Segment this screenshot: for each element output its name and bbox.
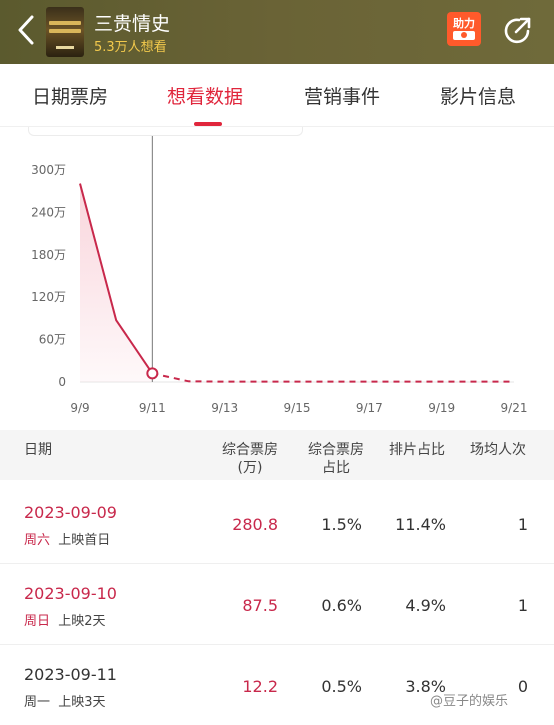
actual-area	[80, 183, 153, 382]
row-schedule: 4.9%	[405, 596, 446, 615]
y-tick-label: 300万	[31, 163, 66, 177]
watermark: @豆子的娱乐	[430, 694, 509, 709]
chevron-left-icon	[18, 15, 34, 45]
actual-series-line	[79, 183, 154, 374]
row-share: 1.5%	[321, 515, 362, 534]
selected-point-marker	[146, 367, 159, 380]
row-avg: 1	[517, 596, 528, 615]
y-tick-label: 60万	[39, 333, 66, 347]
movie-title: 三贵情史	[94, 13, 171, 35]
table-row[interactable]: 2023-09-09 周六 上映首日 280.8 1.5% 11.4% 1	[0, 483, 554, 564]
x-tick-label: 9/9	[70, 401, 89, 415]
x-tick-label: 9/17	[356, 401, 383, 415]
header-box-office: 综合票房 (万)	[222, 442, 278, 476]
y-tick-label: 0	[58, 375, 66, 389]
trend-chart[interactable]: 300万 240万 180万 120万 60万 0 9/9 9/11 9/13 9/15 9/17 9…	[0, 128, 554, 428]
y-tick-label: 240万	[31, 205, 66, 219]
tab-daily-box-office[interactable]: 日期票房	[32, 86, 109, 108]
back-button[interactable]	[14, 14, 40, 46]
row-box-office: 87.5	[242, 596, 278, 615]
row-date: 2023-09-09	[24, 503, 117, 522]
tab-marketing-events[interactable]: 营销事件	[304, 86, 381, 108]
row-box-office: 280.8	[232, 515, 278, 534]
y-tick-label: 120万	[31, 290, 66, 304]
table-row[interactable]: 2023-09-10 周日 上映2天 87.5 0.6% 4.9% 1	[0, 564, 554, 645]
x-tick-label: 9/19	[428, 401, 455, 415]
row-avg: 0	[517, 677, 528, 696]
header-schedule-share: 排片占比	[389, 442, 445, 458]
row-subtitle: 周一 上映3天	[24, 695, 106, 710]
x-tick-label: 9/21	[501, 401, 528, 415]
row-subtitle: 周日 上映2天	[24, 614, 106, 629]
header-box-office-share: 综合票房 占比	[308, 442, 364, 476]
x-tick-label: 9/13	[211, 401, 238, 415]
tooltip-card-edge	[28, 127, 303, 136]
boost-button-label: 助力	[453, 17, 475, 30]
share-button[interactable]	[502, 14, 534, 46]
row-schedule: 3.8%	[405, 677, 446, 696]
row-share: 0.5%	[321, 677, 362, 696]
tab-want-to-see-data[interactable]: 想看数据	[167, 86, 244, 108]
row-box-office: 12.2	[242, 677, 278, 696]
tab-bar: 日期票房 想看数据 营销事件 影片信息	[0, 64, 554, 127]
row-date: 2023-09-10	[24, 584, 117, 603]
header-avg-attendance: 场均人次	[470, 442, 526, 458]
header-bar: 三贵情史 5.3万人想看 助力	[0, 0, 554, 64]
tab-movie-info[interactable]: 影片信息	[440, 86, 517, 108]
table-row[interactable]: 2023-09-11 周一 上映3天 12.2 0.5% 3.8% 0	[0, 645, 554, 725]
row-subtitle: 周六 上映首日	[24, 533, 111, 548]
share-icon	[504, 17, 531, 44]
row-avg: 1	[517, 515, 528, 534]
y-tick-label: 180万	[31, 248, 66, 262]
table-header: 日期 综合票房 (万) 综合票房 占比 排片占比 场均人次	[0, 430, 554, 480]
row-date: 2023-09-11	[24, 665, 117, 684]
header-date: 日期	[24, 442, 52, 458]
trend-chart-svg: 300万 240万 180万 120万 60万 0 9/9 9/11 9/13 9/15 9/17 9…	[31, 136, 528, 415]
x-tick-label: 9/11	[139, 401, 166, 415]
box-office-table: 日期 综合票房 (万) 综合票房 占比 排片占比 场均人次 2023-09-09…	[0, 430, 554, 725]
row-share: 0.6%	[321, 596, 362, 615]
projected-series-line	[152, 372, 514, 383]
x-tick-label: 9/15	[284, 401, 311, 415]
active-tab-indicator	[194, 122, 222, 126]
boost-button[interactable]: 助力	[447, 12, 481, 46]
want-to-see-count: 5.3万人想看	[94, 40, 167, 55]
movie-poster-thumbnail[interactable]	[46, 7, 84, 57]
row-schedule: 11.4%	[395, 515, 446, 534]
